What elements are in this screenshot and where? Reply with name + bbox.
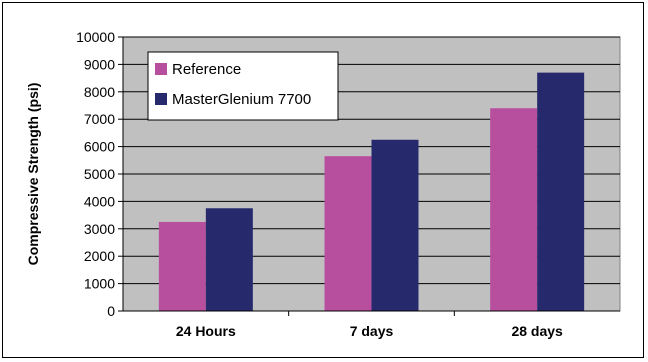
bar-reference [324, 156, 372, 311]
y-tick-label: 4000 [84, 193, 115, 209]
bar-reference [158, 221, 206, 311]
y-tick-labels: 0 1000 2000 3000 4000 5000 6000 7000 8000 9000 100… [76, 29, 115, 319]
x-category-label: 28 days [511, 323, 563, 339]
legend-label: MasterGlenium 7700 [172, 91, 311, 108]
bar-masterglenium-7700 [371, 139, 419, 311]
legend-swatch [155, 63, 167, 75]
y-tick-label: 9000 [84, 56, 115, 72]
y-tick-label: 0 [107, 303, 115, 319]
x-category-labels: 24 Hours 7 days 28 days [176, 323, 563, 339]
x-category-label: 24 Hours [176, 323, 236, 339]
y-tick-label: 2000 [84, 248, 115, 264]
y-tick-label: 3000 [84, 221, 115, 237]
axes [118, 36, 620, 316]
bar-reference [490, 108, 538, 312]
y-tick-label: 7000 [84, 111, 115, 127]
y-tick-label: 10000 [76, 29, 115, 45]
legend: Reference MasterGlenium 7700 [147, 51, 339, 121]
bars [158, 72, 585, 312]
legend-label: Reference [172, 61, 241, 78]
bar-masterglenium-7700 [205, 208, 253, 311]
y-tick-label: 1000 [84, 276, 115, 292]
bar-masterglenium-7700 [537, 72, 585, 312]
y-tick-label: 5000 [84, 166, 115, 182]
y-tick-label: 8000 [84, 84, 115, 100]
y-axis-title: Compressive Strength (psi) [25, 83, 41, 266]
legend-box [147, 51, 339, 121]
legend-swatch [155, 93, 167, 105]
x-category-label: 7 days [350, 323, 394, 339]
y-tick-label: 6000 [84, 139, 115, 155]
